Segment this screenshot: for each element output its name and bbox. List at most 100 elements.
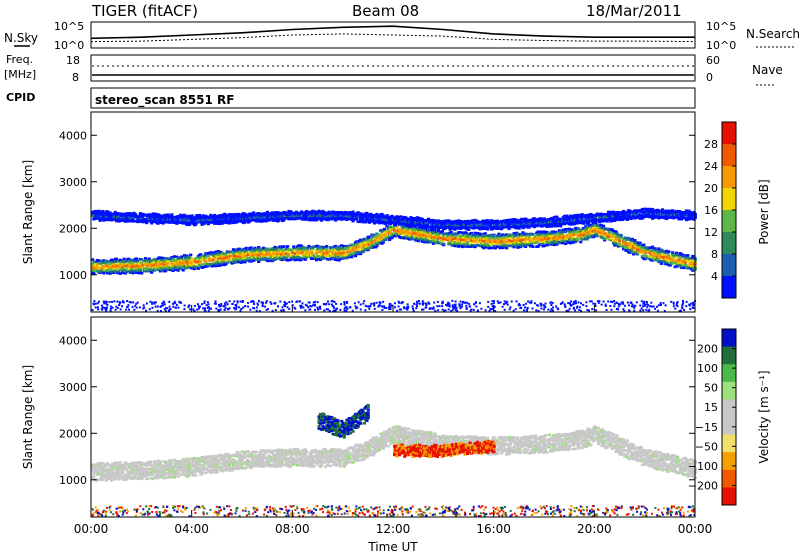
echo-cell bbox=[561, 228, 565, 232]
echo-cell bbox=[166, 213, 170, 216]
echo-cell bbox=[221, 261, 226, 264]
echo-cell bbox=[516, 220, 520, 223]
echo-cell bbox=[584, 229, 588, 232]
echo-cell bbox=[515, 226, 519, 230]
echo-cell bbox=[570, 235, 574, 238]
echo-cell bbox=[230, 213, 234, 216]
echo-cell bbox=[92, 211, 96, 214]
echo-cell bbox=[320, 245, 324, 249]
echo-cell bbox=[566, 229, 570, 232]
echo-cell bbox=[357, 220, 361, 224]
echo-cell bbox=[282, 245, 286, 248]
echo-cell bbox=[360, 248, 364, 251]
echo-cell bbox=[223, 212, 227, 216]
echo-cell bbox=[199, 256, 203, 260]
echo-cell bbox=[91, 264, 95, 268]
echo-cell bbox=[312, 245, 316, 248]
echo-cell bbox=[409, 225, 413, 228]
echo-cell bbox=[686, 254, 690, 257]
echo-cell bbox=[171, 257, 175, 260]
echo-cell bbox=[445, 234, 450, 238]
echo-cell bbox=[467, 228, 471, 231]
echo-cell bbox=[224, 262, 228, 266]
echo-cell bbox=[170, 213, 174, 216]
echo-cell bbox=[569, 241, 573, 245]
echo-cell bbox=[315, 210, 319, 214]
echo-cell bbox=[612, 239, 616, 242]
echo-cell bbox=[442, 242, 446, 246]
echo-cell bbox=[461, 231, 465, 235]
echo-cell bbox=[372, 240, 377, 244]
echo-cell bbox=[385, 214, 389, 217]
echo-cell bbox=[264, 257, 268, 261]
echo-cell bbox=[377, 233, 382, 237]
echo-cell bbox=[112, 262, 116, 265]
echo-cell bbox=[472, 244, 476, 247]
echo-cell bbox=[614, 238, 618, 241]
echo-cell bbox=[235, 257, 239, 261]
echo-cell bbox=[539, 232, 543, 236]
echo-cell bbox=[361, 250, 365, 253]
echo-cell bbox=[443, 222, 447, 225]
echo-cell bbox=[103, 261, 107, 265]
echo-cell bbox=[320, 248, 324, 252]
power-heatmap bbox=[91, 207, 697, 313]
echo-cell bbox=[346, 213, 350, 216]
echo-cell bbox=[512, 232, 516, 235]
echo-cell bbox=[257, 260, 261, 263]
echo-cell bbox=[231, 258, 236, 261]
echo-cell bbox=[141, 216, 145, 220]
echo-cell bbox=[304, 215, 309, 218]
echo-cell bbox=[481, 232, 485, 236]
echo-cell bbox=[419, 220, 423, 223]
echo-cell bbox=[106, 271, 110, 275]
echo-cell bbox=[649, 257, 653, 261]
cpid-panel: CPID stereo_scan 8551 RF bbox=[6, 87, 696, 109]
echo-cell bbox=[315, 216, 319, 219]
echo-cell bbox=[659, 262, 663, 265]
echo-cell bbox=[170, 261, 174, 264]
echo-cell bbox=[486, 219, 490, 222]
echo-cell bbox=[143, 263, 148, 267]
echo-cell bbox=[311, 252, 315, 255]
echo-cell bbox=[213, 256, 217, 260]
echo-cell bbox=[619, 233, 623, 237]
echo-cell bbox=[145, 221, 149, 225]
echo-cell bbox=[539, 243, 543, 246]
echo-cell bbox=[542, 238, 546, 242]
echo-cell bbox=[462, 238, 466, 241]
echo-cell bbox=[337, 245, 341, 248]
echo-cell bbox=[91, 262, 95, 266]
echo-cell bbox=[405, 227, 409, 231]
echo-cell bbox=[645, 250, 650, 254]
echo-cell bbox=[492, 245, 496, 248]
echo-cell bbox=[614, 230, 618, 233]
echo-cell bbox=[540, 234, 544, 237]
echo-cell bbox=[333, 219, 338, 222]
echo-cell bbox=[471, 220, 475, 224]
echo-cell bbox=[179, 264, 183, 268]
echo-cell bbox=[542, 232, 546, 236]
echo-cell bbox=[117, 220, 121, 223]
echo-cell bbox=[174, 263, 178, 266]
echo-cell bbox=[109, 266, 114, 269]
echo-cell bbox=[507, 218, 511, 222]
echo-cell bbox=[304, 256, 309, 259]
echo-cell bbox=[114, 270, 119, 273]
echo-cell bbox=[648, 251, 652, 255]
echo-cell bbox=[238, 255, 242, 258]
echo-cell bbox=[131, 271, 135, 275]
cpid-label: CPID bbox=[6, 91, 35, 104]
echo-cell bbox=[190, 267, 194, 270]
echo-cell bbox=[125, 270, 129, 274]
echo-cell bbox=[337, 258, 341, 262]
echo-cell bbox=[265, 210, 270, 214]
echo-cell bbox=[642, 249, 646, 252]
echo-cell bbox=[195, 265, 199, 269]
freq-label-2: [MHz] bbox=[4, 68, 36, 81]
echo-cell bbox=[206, 222, 210, 226]
echo-cell bbox=[382, 227, 387, 231]
echo-cell bbox=[307, 244, 311, 248]
echo-cell bbox=[117, 270, 121, 273]
